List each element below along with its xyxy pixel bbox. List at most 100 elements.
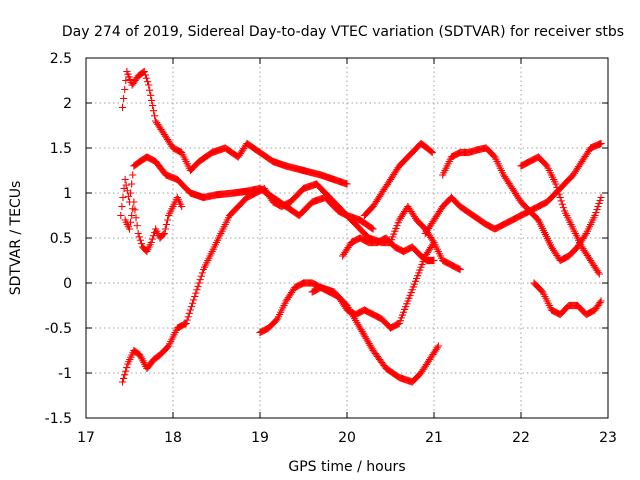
data-point [128,180,136,188]
data-point [185,309,193,317]
data-point [122,181,130,189]
data-point [128,211,136,220]
x-axis-label: GPS time / hours [288,459,405,475]
x-ticks: 17 18 19 20 21 22 23 [77,58,617,446]
x-tick-label: 20 [338,430,356,446]
data-point [118,103,127,112]
data-point [117,211,125,220]
data-point [151,112,159,120]
data-point [553,183,561,191]
data-point [430,256,438,265]
data-point [135,233,143,241]
data-point [594,202,602,211]
data-point [161,225,169,233]
x-tick-label: 18 [164,430,182,446]
y-tick-label: 2 [63,96,72,112]
data-point [597,297,605,305]
data-point [134,229,142,238]
data-point [181,320,189,328]
x-tick-label: 17 [77,430,95,446]
data-point [368,224,376,232]
data-point [142,74,151,82]
data-point [193,286,201,294]
data-point [122,367,130,375]
data-point [145,81,153,89]
series-arc-11 [517,153,603,278]
data-point [118,378,127,386]
data-point [594,268,602,276]
data-point [147,91,155,99]
data-point [434,342,442,350]
data-point [595,270,603,278]
y-tick-label: 0 [63,276,72,292]
data-point [162,220,171,229]
data-point [147,238,155,247]
data-point [160,229,168,238]
series-arc-9 [421,139,605,238]
data-point [191,292,199,301]
series-arc-12 [530,279,605,319]
data-point [119,374,128,382]
data-point [178,202,186,211]
data-point [595,199,603,208]
data-point [196,276,204,284]
series-arc-4 [118,180,464,386]
data-point [123,364,131,372]
y-tick-label: 0.5 [50,231,72,247]
data-point [131,206,139,214]
y-axis-label: SDTVAR / TECUs [8,181,24,296]
data-point [429,240,437,248]
data-point [118,202,126,211]
data-point [126,189,135,197]
data-point [596,196,604,205]
data-point [559,204,568,212]
data-point [146,86,154,94]
series-arc-2 [117,153,377,233]
data-point [183,316,191,324]
data-point [184,313,192,321]
data-point [197,272,205,280]
y-tick-label: -1 [58,366,72,382]
series-arc-7 [339,234,438,265]
data-point [129,171,137,179]
data-points [117,67,605,386]
data-point [187,303,196,311]
data-point [130,198,138,206]
chart-title: Day 274 of 2019, Sidereal Day-to-day VTE… [62,24,624,40]
x-tick-label: 19 [251,430,269,446]
data-point [148,96,156,105]
data-point [137,240,146,248]
data-point [597,139,605,148]
data-point [121,85,129,94]
series-arc-1 [118,67,351,188]
data-point [456,265,464,274]
data-point [428,148,436,157]
data-point [591,211,599,220]
data-point [182,319,190,328]
data-point [126,218,135,226]
series-arc-6 [308,238,438,332]
data-point [121,371,129,379]
data-point [132,214,140,222]
data-point [122,76,130,85]
data-point [343,180,351,188]
data-point [557,197,565,205]
data-point [121,175,129,184]
data-point [190,296,198,304]
data-point [140,67,148,76]
data-point [188,299,197,307]
y-tick-label: 2.5 [50,51,72,67]
x-tick-label: 23 [599,430,617,446]
data-point [133,222,141,230]
data-point [581,231,589,239]
data-point [194,282,202,290]
data-point [555,190,563,198]
y-tick-label: -1.5 [45,411,72,427]
data-point [596,298,604,307]
data-point [163,216,172,224]
data-point [597,193,605,202]
data-point [558,200,566,208]
data-point [148,235,156,243]
data-point [159,231,167,239]
data-point [369,225,377,233]
